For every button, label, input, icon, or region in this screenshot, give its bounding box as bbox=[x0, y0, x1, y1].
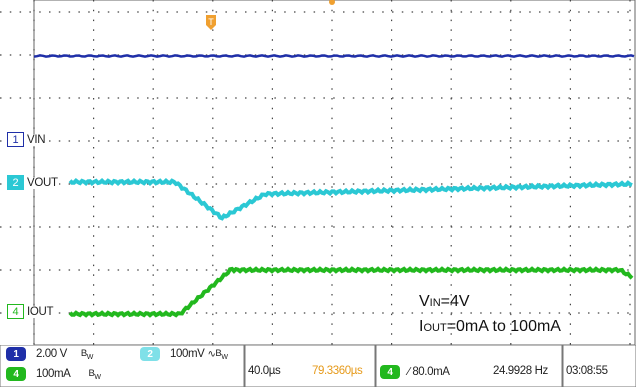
ch1-badge: 1 bbox=[7, 132, 24, 147]
ch4-scale: 100mA bbox=[36, 368, 71, 380]
ch1-pill: 1 bbox=[6, 347, 26, 361]
trigger-marker[interactable]: T bbox=[206, 15, 216, 30]
iout-trace bbox=[68, 266, 634, 318]
ch2-scale: 100mV bbox=[170, 348, 205, 360]
timebase-readout[interactable]: 40.0µs bbox=[248, 365, 281, 377]
trigger-channel-pill: 4 bbox=[380, 365, 400, 379]
ch4-label: IOUT bbox=[26, 305, 55, 318]
clock-readout: 03:08:55 bbox=[566, 365, 608, 377]
ch1-bw-icon: BW bbox=[80, 347, 94, 361]
test-conditions-note: VIN=4V IOUT=0mA to 100mA bbox=[419, 290, 561, 340]
ch4-bw-icon: BW bbox=[88, 367, 101, 381]
ch4-setting[interactable]: 4 100mA BW bbox=[6, 367, 101, 381]
trigger-level: ∕ 80.0mA bbox=[408, 366, 450, 378]
trigger-frequency: 24.9928 Hz bbox=[493, 365, 548, 377]
svg-text:T: T bbox=[208, 17, 214, 27]
ch1-label: VIN bbox=[26, 133, 47, 146]
ch2-badge: 2 bbox=[7, 175, 24, 190]
ac-coupling-icon: ∿ bbox=[207, 348, 216, 360]
graticule: T bbox=[0, 0, 636, 345]
ch2-label: VOUT bbox=[26, 176, 59, 189]
ch2-bw-icon: BW bbox=[215, 347, 228, 361]
ch4-badge: 4 bbox=[7, 304, 24, 319]
ch1-scale: 2.00 V bbox=[36, 348, 67, 360]
ch2-marker[interactable]: 2 VOUT bbox=[7, 174, 59, 191]
ch1-setting[interactable]: 1 2.00 V BW bbox=[6, 347, 93, 361]
top-marker-icon bbox=[329, 0, 335, 5]
vin-condition: VIN=4V bbox=[419, 293, 470, 310]
vin-trace bbox=[33, 54, 635, 58]
iout-condition: IOUT=0mA to 100mA bbox=[419, 318, 561, 335]
trigger-setting[interactable]: 4 ∕ 80.0mA bbox=[380, 365, 450, 379]
ch2-setting[interactable]: 2 100mV ∿ BW bbox=[140, 347, 228, 361]
status-bar-frame bbox=[0, 345, 636, 387]
ch4-marker[interactable]: 4 IOUT bbox=[7, 303, 55, 320]
trigger-position-readout[interactable]: 79.3360µs bbox=[312, 365, 363, 377]
ch2-pill: 2 bbox=[140, 347, 160, 361]
ch4-pill: 4 bbox=[6, 367, 26, 381]
ch1-marker[interactable]: 1 VIN bbox=[7, 131, 47, 148]
vout-trace bbox=[68, 178, 633, 221]
status-bar: 1 2.00 V BW 2 100mV ∿ BW 4 100mA BW 40.0… bbox=[0, 345, 636, 387]
